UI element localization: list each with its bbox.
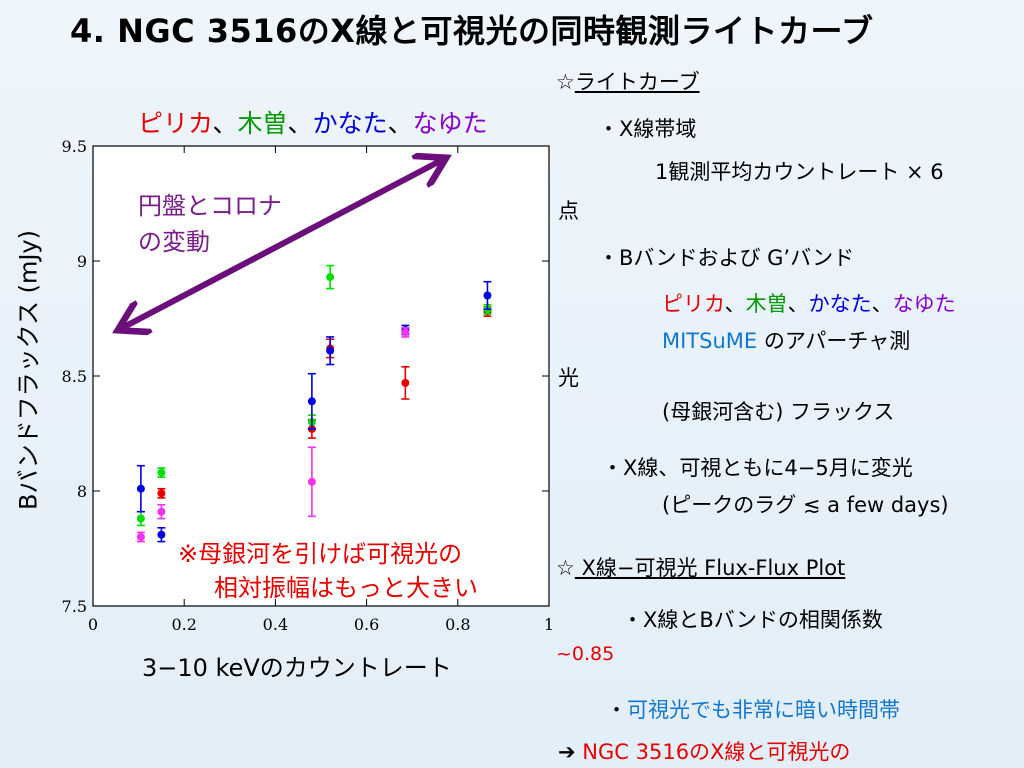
data-point [483,291,492,300]
legend-sep: 、 [212,109,238,138]
x-tick-label: 0 [88,615,98,634]
data-point [307,397,316,406]
x-tick-label: 0.2 [171,615,196,634]
legend-pirika: ピリカ [138,109,213,138]
data-point [157,507,166,516]
data-point [157,468,166,477]
y-tick-label: 8.5 [62,367,87,386]
obs-sep: 、 [724,292,746,316]
y-tick-label: 9 [77,252,87,271]
host-galaxy-note-line1: ※母銀河を引けば可視光の [178,540,463,568]
star-icon: ☆ [556,556,575,580]
variability-text: ・X線、可視ともに4−5月に変光 [602,456,913,480]
host-galaxy-text: (母銀河含む) フラックス [662,400,895,424]
x-tick-label: 0.6 [354,615,379,634]
x-axis-label: 3−10 keVのカウントレート [142,654,452,682]
y-tick-label: 8 [77,482,87,501]
data-point [136,514,145,523]
data-point [157,489,166,498]
obs-sep: 、 [871,292,893,316]
average-countrate-text: 1観測平均カウントレート × 6 [655,160,944,184]
legend-nayuta: なゆた [412,109,488,138]
data-point [136,533,145,541]
mitsume-line: MITSuME のアパーチャ測 [662,325,910,355]
x-tick-label: 1 [544,615,554,634]
points-text: 点 [558,199,579,223]
y-axis-label: Bバンドフラックス (mJy) [14,230,43,510]
x-tick-label: 0.4 [263,615,288,634]
bband-item: ・Bバンドおよび G’バンド [598,246,855,270]
conclusion-line: ➔ NGC 3516のX線と可視光の [558,736,850,766]
data-point [401,328,410,337]
obs-kiso: 木曽 [745,292,788,316]
data-point [157,530,166,539]
conclusion-arrow-icon: ➔ [558,740,576,764]
legend-kiso: 木曽 [237,109,288,138]
host-galaxy-note-line2: 相対振幅はもっと大きい [214,574,478,602]
slide-title: 4. NGC 3516のX線と可視光の同時観測ライトカーブ [70,12,874,50]
peak-lag-text: (ピークのラグ ≲ a few days) [662,493,949,517]
star-icon: ☆ [556,70,575,94]
data-point [326,346,335,355]
mitsume-text: MITSuME [662,329,758,353]
obs-kanata: かなた [808,292,872,316]
flux-flux-chart: 7.5 8 8.5 9 9.5 0 0.2 0.4 0.6 0.8 1 [62,137,555,634]
arrow-annotation-line2: の変動 [138,228,210,256]
data-point [401,378,410,387]
lightcurve-heading: ☆ライトカーブ [556,66,700,96]
observatory-legend: ピリカ、木曽、かなた、なゆた [138,104,488,140]
data-point [307,477,316,486]
correlation-value: ~0.85 [556,643,615,665]
correlation-text: ・X線とBバンドの相関係数 [622,608,883,632]
xray-band-item: ・X線帯域 [598,117,697,141]
x-tick-label: 0.8 [445,615,470,634]
dark-period-item: ・可視光でも非常に暗い時間帯 [606,694,900,724]
arrow-annotation-line1: 円盤とコロナ [138,192,282,220]
obs-sep: 、 [787,292,809,316]
legend-kanata: かなた [312,109,388,138]
flux-flux-heading: ☆ X線−可視光 Flux-Flux Plot [556,552,845,582]
legend-sep: 、 [287,109,313,138]
y-tick-label: 9.5 [62,137,87,156]
data-point [136,484,145,493]
conclusion-text: NGC 3516のX線と可視光の [575,740,851,764]
bullet: ・ [606,698,627,722]
dark-period-text: 可視光でも非常に暗い時間帯 [627,698,900,722]
obs-nayuta: なゆた [892,292,956,316]
observatory-list: ピリカ、木曽、かなた、なゆた [662,288,956,318]
y-tick-label: 7.5 [62,597,87,616]
hikari-text: 光 [558,366,579,390]
lightcurve-heading-text: ライトカーブ [574,70,700,94]
obs-pirika: ピリカ [662,292,725,316]
legend-sep: 、 [387,109,413,138]
data-point [326,273,335,282]
flux-flux-heading-text: X線−可視光 Flux-Flux Plot [574,556,846,580]
variation-arrow [122,160,442,328]
aperture-text: のアパーチャ測 [757,329,911,353]
